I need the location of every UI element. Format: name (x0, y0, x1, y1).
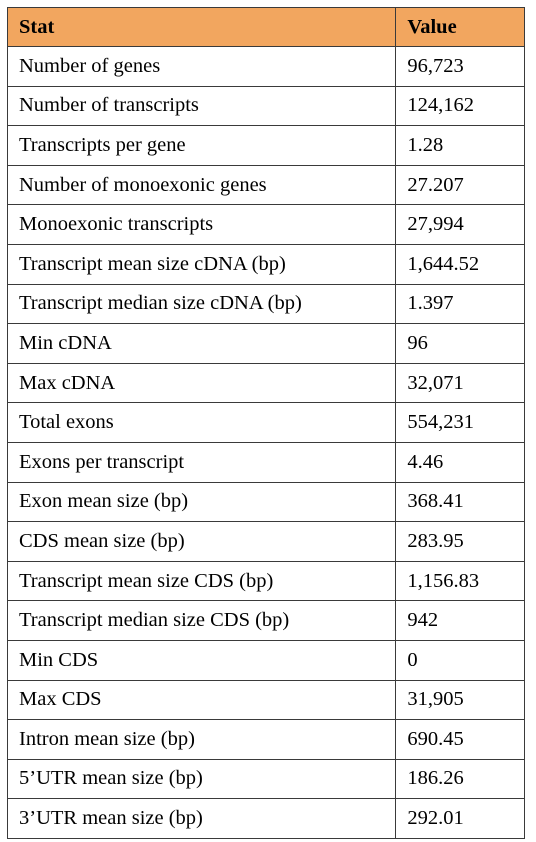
value-cell: 96 (395, 323, 525, 364)
table-row: Total exons 554,231 (6, 402, 525, 443)
value-cell: 368.41 (395, 481, 525, 523)
value-cell: 186.26 (395, 758, 525, 800)
stat-cell: CDS mean size (bp) (6, 521, 397, 562)
stats-table: Stat Value Number of genes 96,723 Number … (6, 7, 525, 839)
stat-cell: 5’UTR mean size (bp) (6, 758, 397, 800)
table-row: CDS mean size (bp) 283.95 (6, 521, 525, 562)
table-body: Number of genes 96,723 Number of transcri… (6, 46, 525, 839)
stat-cell: Number of transcripts (6, 85, 397, 127)
stat-cell: Monoexonic transcripts (6, 204, 397, 245)
table-row: Transcript median size CDS (bp) 942 (6, 600, 525, 641)
column-header-stat: Stat (6, 7, 397, 47)
stat-cell: Exon mean size (bp) (6, 481, 397, 523)
stat-cell: Min cDNA (6, 323, 397, 364)
table-row: Max cDNA 32,071 (6, 362, 525, 404)
stat-cell: 3’UTR mean size (bp) (6, 798, 397, 839)
table-row: Transcript mean size CDS (bp) 1,156.83 (6, 560, 525, 602)
table-row: Exon mean size (bp) 368.41 (6, 481, 525, 523)
stat-cell: Max cDNA (6, 362, 397, 404)
table-row: 3’UTR mean size (bp) 292.01 (6, 798, 525, 839)
table-row: Max CDS 31,905 (6, 679, 525, 721)
value-cell: 1,644.52 (395, 243, 525, 285)
stat-cell: Intron mean size (bp) (6, 719, 397, 760)
value-cell: 32,071 (395, 362, 525, 404)
table-row: Min cDNA 96 (6, 323, 525, 364)
stat-cell: Total exons (6, 402, 397, 443)
value-cell: 124,162 (395, 85, 525, 127)
column-header-value: Value (395, 7, 525, 47)
stat-cell: Transcript median size cDNA (bp) (6, 283, 397, 325)
table-row: Intron mean size (bp) 690.45 (6, 719, 525, 760)
stat-cell: Transcript mean size cDNA (bp) (6, 243, 397, 285)
table-row: Number of monoexonic genes 27.207 (6, 164, 525, 206)
value-cell: 96,723 (395, 46, 525, 87)
value-cell: 27.207 (395, 164, 525, 206)
stat-cell: Transcript mean size CDS (bp) (6, 560, 397, 602)
value-cell: 4.46 (395, 441, 525, 483)
stat-cell: Exons per transcript (6, 441, 397, 483)
value-cell: 1,156.83 (395, 560, 525, 602)
value-cell: 554,231 (395, 402, 525, 443)
stat-cell: Number of genes (6, 46, 397, 87)
stat-cell: Transcript median size CDS (bp) (6, 600, 397, 641)
table-row: Transcript mean size cDNA (bp) 1,644.52 (6, 243, 525, 285)
table-row: Min CDS 0 (6, 639, 525, 681)
table-row: Transcript median size cDNA (bp) 1.397 (6, 283, 525, 325)
table-row: 5’UTR mean size (bp) 186.26 (6, 758, 525, 800)
table-row: Transcripts per gene 1.28 (6, 125, 525, 166)
stat-cell: Number of monoexonic genes (6, 164, 397, 206)
table-header-row: Stat Value (6, 7, 525, 47)
stat-cell: Transcripts per gene (6, 125, 397, 166)
value-cell: 1.28 (395, 125, 525, 166)
table-row: Monoexonic transcripts 27,994 (6, 204, 525, 245)
value-cell: 292.01 (395, 798, 525, 839)
value-cell: 942 (395, 600, 525, 641)
value-cell: 31,905 (395, 679, 525, 721)
table-row: Number of transcripts 124,162 (6, 85, 525, 127)
value-cell: 1.397 (395, 283, 525, 325)
table-row: Number of genes 96,723 (6, 46, 525, 87)
stat-cell: Min CDS (6, 639, 397, 681)
value-cell: 27,994 (395, 204, 525, 245)
value-cell: 283.95 (395, 521, 525, 562)
value-cell: 690.45 (395, 719, 525, 760)
table-row: Exons per transcript 4.46 (6, 441, 525, 483)
stat-cell: Max CDS (6, 679, 397, 721)
value-cell: 0 (395, 639, 525, 681)
